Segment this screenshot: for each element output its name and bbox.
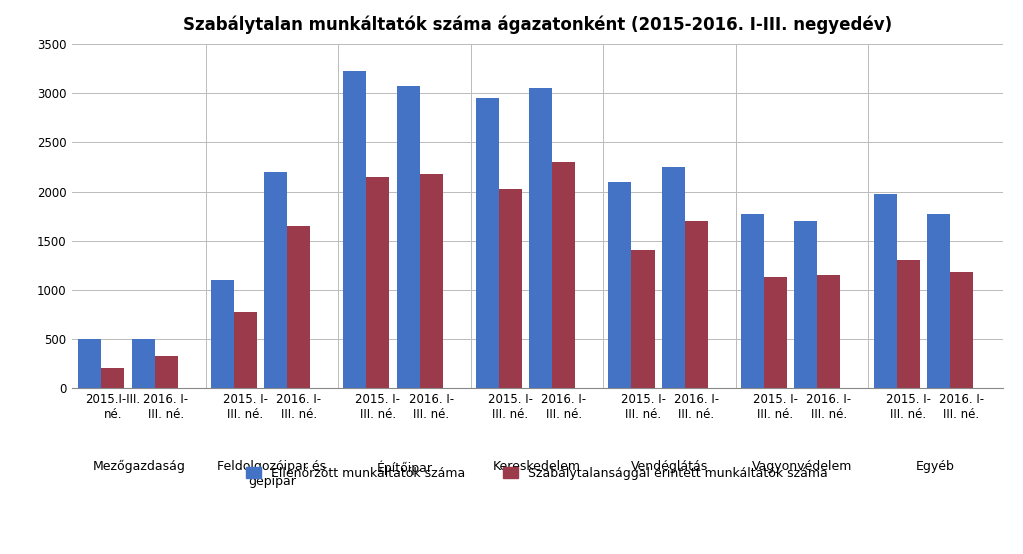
Text: Vendéglátás: Vendéglátás [631,460,708,473]
Bar [684,221,708,388]
Title: Szabálytalan munkáltatók száma ágazatonként (2015-2016. I-III. negyedév): Szabálytalan munkáltatók száma ágazatonk… [182,16,892,34]
Bar [552,162,575,388]
Text: Egyéb: Egyéb [916,460,954,473]
Text: Mezőgazdaság: Mezőgazdaság [93,460,186,473]
Bar [662,167,684,388]
Bar [529,89,552,388]
Bar [927,214,950,388]
Bar [154,356,178,388]
Text: Építőipar: Építőipar [376,460,433,475]
Text: Vagyonvédelem: Vagyonvédelem [752,460,852,473]
Text: Kereskedelem: Kereskedelem [493,460,581,473]
Bar [211,280,234,388]
Bar [499,189,522,388]
Bar [234,312,257,388]
Bar [344,71,366,388]
Bar [397,86,419,388]
Bar [764,278,787,388]
Bar [874,194,896,388]
Bar [287,226,310,388]
Bar [101,368,124,388]
Bar [132,338,154,388]
Bar [419,175,443,388]
Legend: Ellenőrzött munkáltatók száma, Szabálytalansággal érintett munkáltatók száma: Ellenőrzött munkáltatók száma, Szabályta… [241,461,833,485]
Bar [950,273,973,388]
Bar [896,260,920,388]
Bar [817,275,840,388]
Bar [366,177,390,388]
Bar [79,338,101,388]
Bar [794,221,817,388]
Bar [609,182,631,388]
Bar [476,98,499,388]
Text: Feldolgozóipar és
gépipar: Feldolgozóipar és gépipar [218,460,326,488]
Bar [631,250,655,388]
Bar [741,214,764,388]
Bar [264,172,287,388]
